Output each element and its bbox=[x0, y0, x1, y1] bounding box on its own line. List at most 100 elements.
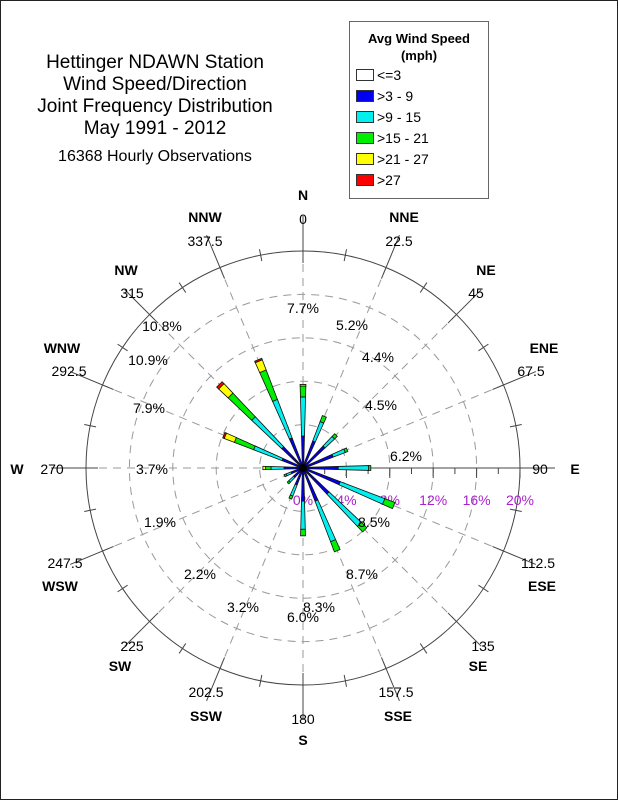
direction-tick bbox=[447, 289, 482, 324]
legend: Avg Wind Speed (mph) <=3 >3 - 9 >9 - 15 >15… bbox=[349, 21, 489, 199]
legend-title-line-1: Avg Wind Speed bbox=[368, 31, 470, 46]
legend-item: >3 - 9 bbox=[356, 85, 488, 106]
wind-bar-segment bbox=[270, 466, 285, 470]
legend-label: >21 - 27 bbox=[377, 150, 429, 167]
direction-tick bbox=[492, 371, 537, 391]
legend-title-line-2: (mph) bbox=[400, 48, 438, 63]
minor-tick bbox=[419, 643, 428, 654]
wind-bar-segment bbox=[368, 465, 372, 471]
wind-bar-segment bbox=[312, 421, 325, 443]
minor-tick bbox=[84, 508, 97, 512]
minor-tick bbox=[259, 249, 263, 262]
direction-compass-label: SSE bbox=[384, 708, 412, 724]
minor-tick bbox=[478, 584, 489, 593]
direction-tick bbox=[380, 657, 400, 702]
direction-compass-label: SE bbox=[469, 658, 488, 674]
legend-swatch bbox=[356, 173, 374, 186]
wind-bar-segment bbox=[299, 385, 307, 398]
minor-tick bbox=[419, 282, 428, 293]
minor-tick bbox=[259, 674, 263, 687]
wind-bar-segment bbox=[272, 398, 293, 440]
chart-subtitle: 16368 Hourly Observations bbox=[58, 148, 252, 165]
wind-bar-segment bbox=[356, 521, 368, 533]
radial-tick-label: 16% bbox=[463, 492, 491, 508]
direction-degree-label: 90 bbox=[532, 461, 548, 477]
legend-swatch bbox=[356, 89, 374, 102]
wind-bar-segment bbox=[337, 465, 370, 471]
direction-tick bbox=[447, 612, 482, 647]
frequency-label: 3.7% bbox=[136, 461, 168, 477]
direction-tick bbox=[124, 612, 159, 647]
legend-title: Avg Wind Speed (mph) bbox=[350, 30, 488, 64]
wind-bar-segment bbox=[319, 415, 327, 424]
minor-tick bbox=[509, 424, 522, 428]
direction-compass-label: N bbox=[298, 187, 308, 203]
direction-tick bbox=[380, 234, 400, 279]
wind-bar-segment bbox=[300, 528, 306, 537]
frequency-label: 2.2% bbox=[184, 566, 216, 582]
minor-tick bbox=[509, 508, 522, 512]
direction-degree-label: 180 bbox=[291, 711, 315, 727]
direction-compass-label: WSW bbox=[42, 578, 79, 594]
frequency-label: 10.9% bbox=[128, 352, 168, 368]
direction-tick bbox=[69, 371, 114, 391]
direction-tick bbox=[492, 545, 537, 565]
direction-degree-label: 22.5 bbox=[385, 233, 412, 249]
frequency-label: 7.9% bbox=[133, 400, 165, 416]
direction-compass-label: NW bbox=[114, 262, 138, 278]
wind-bar-segment bbox=[233, 437, 256, 451]
legend-label: >9 - 15 bbox=[377, 108, 421, 125]
minor-tick bbox=[178, 643, 187, 654]
wind-bar-segment bbox=[262, 465, 266, 471]
title-line-3: Joint Frequency Distribution bbox=[37, 96, 273, 117]
frequency-label: 8.5% bbox=[358, 514, 390, 530]
wind-bar-segment bbox=[314, 499, 337, 543]
title-line-4: May 1991 - 2012 bbox=[83, 118, 227, 139]
minor-tick bbox=[117, 343, 128, 352]
direction-degree-label: 247.5 bbox=[47, 555, 82, 571]
minor-tick bbox=[343, 674, 347, 687]
wind-bar-segment bbox=[303, 466, 339, 470]
wind-bar-segment bbox=[253, 445, 284, 462]
legend-label: >3 - 9 bbox=[377, 87, 414, 104]
legend-label: >15 - 21 bbox=[377, 129, 429, 146]
direction-degree-label: 135 bbox=[471, 638, 495, 654]
frequency-label: 1.9% bbox=[144, 514, 176, 530]
frequency-label: 4.4% bbox=[362, 349, 394, 365]
direction-degree-label: 270 bbox=[40, 461, 64, 477]
legend-swatch bbox=[356, 152, 374, 165]
minor-tick bbox=[84, 424, 97, 428]
direction-tick bbox=[69, 545, 114, 565]
direction-compass-label: NNE bbox=[389, 209, 419, 225]
frequency-label: 10.8% bbox=[142, 318, 182, 334]
direction-compass-label: SSW bbox=[190, 708, 223, 724]
legend-item: >15 - 21 bbox=[356, 127, 488, 148]
direction-degree-label: 315 bbox=[120, 285, 144, 301]
direction-tick bbox=[124, 289, 159, 324]
frequency-label: 6.2% bbox=[390, 448, 422, 464]
wind-bar-segment bbox=[330, 539, 341, 553]
direction-compass-label: WNW bbox=[44, 340, 81, 356]
direction-tick bbox=[206, 657, 226, 702]
minor-tick bbox=[343, 249, 347, 262]
minor-tick bbox=[178, 282, 187, 293]
direction-compass-label: NE bbox=[476, 262, 495, 278]
direction-degree-label: 337.5 bbox=[187, 233, 222, 249]
direction-degree-label: 0 bbox=[299, 211, 307, 227]
direction-degree-label: 225 bbox=[120, 638, 144, 654]
wind-bar-segment bbox=[300, 396, 306, 437]
minor-tick bbox=[117, 584, 128, 593]
wind-bar-segment bbox=[227, 392, 256, 421]
direction-degree-label: 202.5 bbox=[188, 684, 223, 700]
legend-item: >9 - 15 bbox=[356, 106, 488, 127]
title-line-1: Hettinger NDAWN Station bbox=[46, 52, 264, 73]
wind-bar-segment bbox=[299, 384, 307, 387]
wind-bar-segment bbox=[222, 431, 227, 440]
frequency-label: 5.2% bbox=[336, 317, 368, 333]
direction-compass-label: W bbox=[10, 461, 24, 477]
direction-compass-label: NNW bbox=[188, 209, 222, 225]
direction-compass-label: E bbox=[570, 461, 579, 477]
wind-bar-segment bbox=[322, 435, 336, 449]
radial-tick-label: 12% bbox=[419, 492, 447, 508]
